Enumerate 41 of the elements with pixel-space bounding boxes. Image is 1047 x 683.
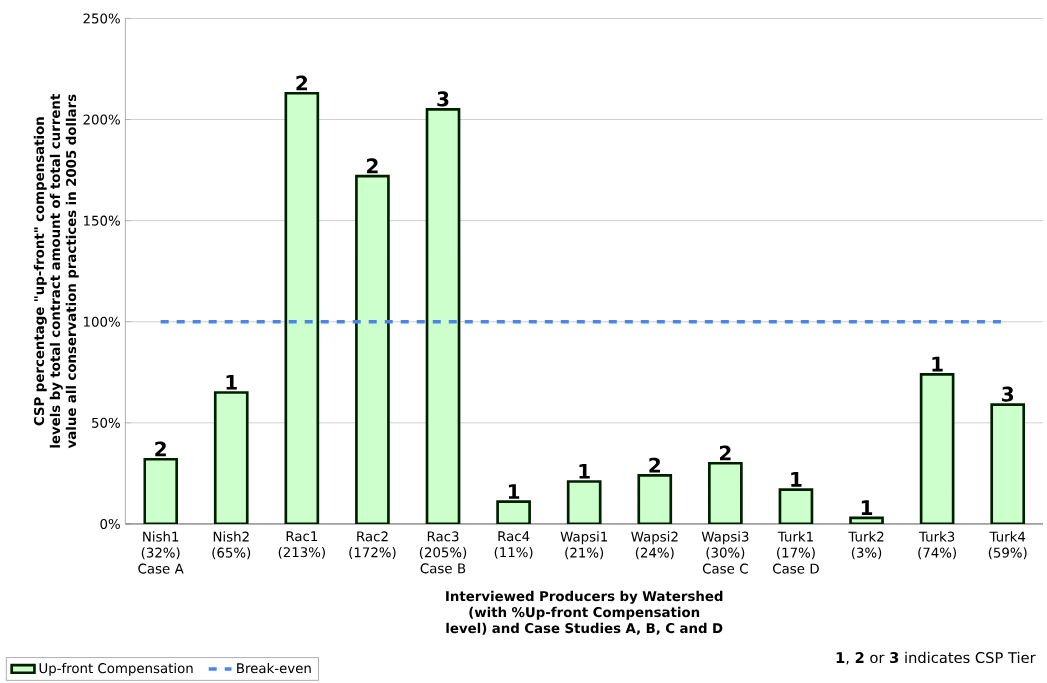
x-tick-label: Wapsi1 (21%) [560, 531, 608, 560]
bar [919, 373, 955, 525]
text: 1, 2 or 3 indicates CSP Tier [836, 651, 1036, 665]
annotation: 1 [932, 356, 943, 372]
annotation: 2 [719, 445, 731, 461]
x-tick-label: Rac4 (11%) [494, 531, 533, 559]
y-tick-label: 0% [100, 519, 120, 530]
y-tick-label: 250% [83, 13, 120, 24]
annotation: 2 [649, 457, 660, 473]
x-tick-label: Rac3 (205%) Case B [419, 531, 467, 574]
bar [355, 174, 390, 525]
x-tick-label: Wapsi3 (30%) Case C [701, 531, 749, 574]
annotation: 2 [367, 158, 378, 174]
annotation: 1 [508, 484, 520, 499]
x-tick-label: Nish1 (32%) Case A [138, 531, 184, 574]
annotation: 1 [226, 375, 237, 390]
x-tick-label: Nish2 (65%) [212, 531, 251, 560]
annotation: 1 [861, 500, 873, 516]
annotation: 2 [155, 441, 166, 457]
x-tick-label: Wapsi2 (24%) [631, 531, 678, 560]
x-tick-label: Rac1 (213%) [278, 531, 325, 559]
x-tick-label: Turk4 (59%) [988, 531, 1027, 560]
x-tick-label: Turk1 (17%) Case D [773, 531, 819, 574]
x-tick-label: Rac2 (172%) [349, 531, 396, 560]
y-tick-label: 100% [84, 316, 120, 327]
legend-label: Up-front Compensation [39, 663, 193, 676]
x-axis-title: Interviewed Producers by Watershed (with %Up-front Compensation level) and Case Studies A, B, C and D [446, 590, 723, 636]
y-tick-label: 200% [83, 114, 120, 125]
y-tick-label: 50% [92, 417, 120, 429]
bar [284, 92, 320, 525]
annotation: 2 [296, 75, 308, 91]
bar [425, 108, 461, 525]
x-tick-label: Turk3 (74%) [918, 531, 956, 560]
y-axis-title: CSP percentage "up-front" compensation levels by total contract amount of total current value all conservation practices in 2005 dollars [33, 94, 79, 449]
y-tick-label: 150% [84, 215, 120, 226]
annotation: 3 [1002, 386, 1014, 402]
x-tick-label: Turk2 (3%) [848, 531, 884, 560]
annotation: 1 [791, 472, 802, 487]
annotation: 3 [437, 91, 449, 107]
legend-label: Break-even [237, 663, 311, 674]
annotation: 1 [579, 464, 590, 479]
